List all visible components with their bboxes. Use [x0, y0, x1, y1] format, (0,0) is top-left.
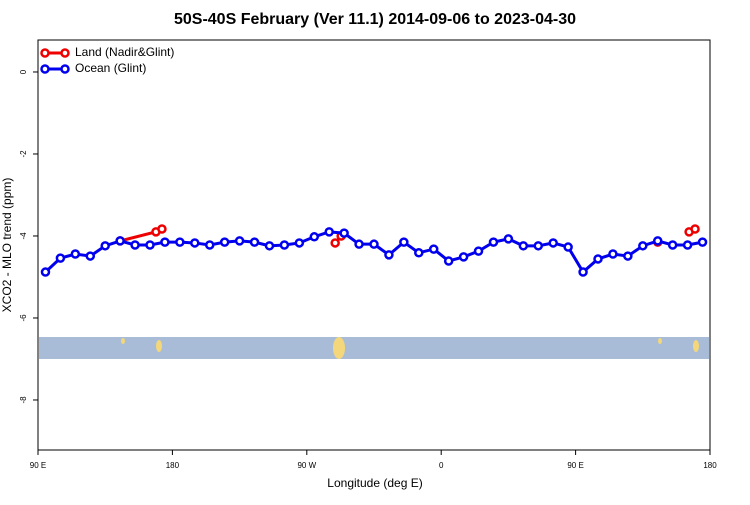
point	[339, 228, 349, 238]
legend-label: Ocean (Glint)	[75, 61, 146, 75]
landmass	[693, 340, 699, 352]
point	[548, 238, 558, 248]
x-tick-label: 90 E	[30, 461, 46, 470]
x-axis-label: Longitude (deg E)	[327, 476, 422, 490]
point	[234, 236, 245, 246]
x-tick-label: 180	[166, 461, 180, 470]
point	[414, 248, 424, 258]
point	[309, 232, 320, 242]
point	[190, 238, 200, 248]
point	[503, 234, 514, 244]
point	[100, 241, 110, 251]
point	[473, 246, 484, 256]
y-tick-label: -4	[19, 232, 28, 240]
point	[623, 251, 633, 261]
point	[160, 237, 170, 247]
point	[488, 237, 499, 247]
point	[264, 241, 275, 251]
point	[369, 239, 379, 249]
point	[70, 249, 81, 259]
x-tick-label: 180	[703, 461, 717, 470]
point	[593, 254, 603, 264]
point	[443, 256, 454, 266]
point	[578, 267, 588, 277]
point	[518, 241, 529, 251]
point	[145, 240, 155, 250]
point	[55, 253, 66, 263]
point	[608, 249, 618, 259]
point	[563, 242, 573, 252]
plot-frame	[37, 39, 711, 451]
point	[279, 240, 290, 250]
land-band	[39, 337, 709, 359]
point	[204, 240, 215, 250]
x-tick-label: 90 W	[297, 461, 316, 470]
point	[399, 237, 409, 247]
point	[157, 224, 167, 234]
point	[667, 240, 678, 250]
legend-marker	[40, 64, 50, 74]
point	[690, 224, 700, 234]
y-tick-label: -8	[19, 396, 28, 404]
point	[115, 236, 125, 246]
point	[219, 237, 230, 247]
point	[40, 267, 51, 277]
point	[330, 238, 340, 248]
point	[638, 241, 648, 251]
point	[354, 239, 364, 249]
legend-marker	[60, 48, 70, 58]
point	[533, 241, 544, 251]
point	[85, 251, 96, 261]
point	[682, 240, 693, 250]
point	[384, 250, 394, 260]
legend-label: Land (Nadir&Glint)	[75, 45, 174, 59]
y-tick-label: -2	[19, 150, 28, 158]
legend: Land (Nadir&Glint) Ocean (Glint)	[40, 45, 174, 75]
y-tick-label: -6	[19, 314, 28, 322]
chart-title: 50S-40S February (Ver 11.1) 2014-09-06 t…	[174, 11, 576, 28]
landmass	[156, 340, 162, 352]
point	[249, 237, 260, 247]
map-band	[39, 337, 709, 359]
point	[130, 240, 140, 250]
point	[652, 236, 663, 246]
point	[324, 227, 334, 237]
x-tick-label: 90 E	[567, 461, 583, 470]
landmass	[658, 338, 662, 344]
x-tick-label: 0	[439, 461, 444, 470]
y-axis-label: XCO2 - MLO trend (ppm)	[0, 178, 14, 313]
point	[175, 237, 185, 247]
legend-marker	[60, 64, 70, 74]
point	[428, 244, 439, 254]
point	[458, 252, 469, 262]
landmass	[333, 337, 345, 359]
landmass	[121, 338, 125, 344]
point	[294, 238, 305, 248]
point	[697, 237, 708, 247]
legend-marker	[40, 48, 50, 58]
y-tick-label: 0	[19, 69, 28, 74]
